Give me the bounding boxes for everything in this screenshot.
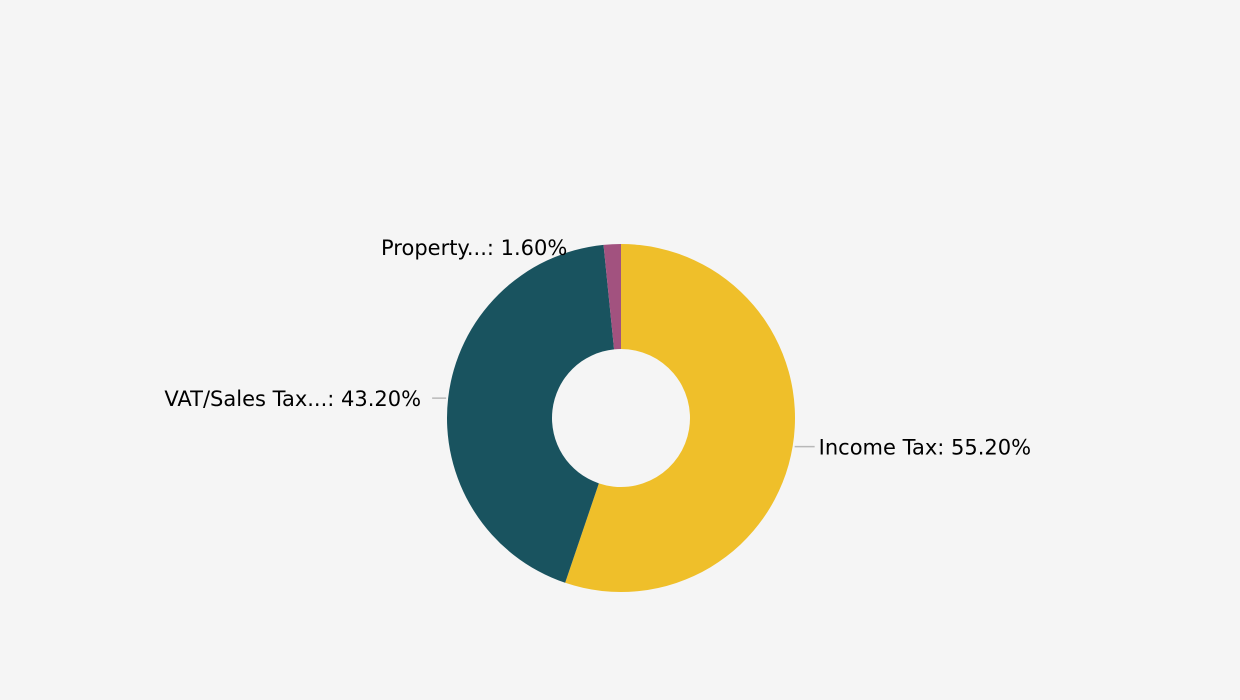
slice-label: Income Tax: 55.20%: [819, 436, 1031, 460]
slice-vat-sales-tax[interactable]: [446, 244, 615, 583]
slice-property[interactable]: [603, 244, 621, 350]
slice-label: Property...: 1.60%: [381, 236, 567, 260]
slice-income-tax[interactable]: [565, 244, 795, 592]
slice-label: VAT/Sales Tax...: 43.20%: [164, 387, 421, 411]
slice-labels: Income Tax: 55.20% VAT/Sales Tax...: 43.2…: [164, 236, 1031, 460]
donut-slices: [446, 244, 795, 592]
